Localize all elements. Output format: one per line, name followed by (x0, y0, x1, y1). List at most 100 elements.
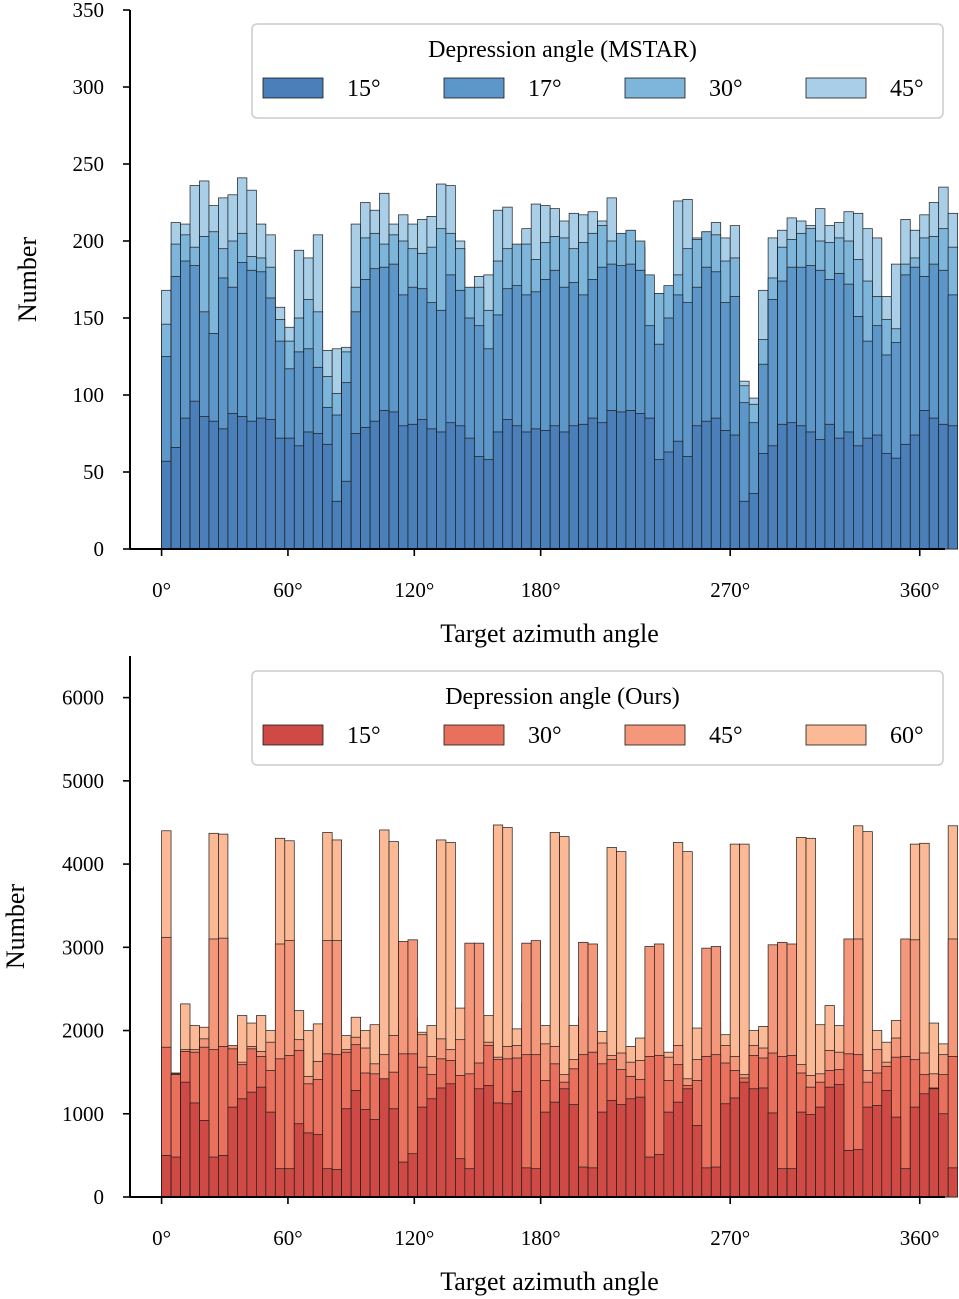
bar (502, 1103, 513, 1198)
bar (739, 1081, 750, 1198)
bar (824, 1086, 835, 1198)
bar (777, 1168, 788, 1198)
bar (540, 1111, 551, 1198)
bar (739, 500, 750, 550)
x-tick-label: 120° (394, 578, 434, 602)
bar (180, 417, 191, 550)
x-tick-label: 360° (900, 578, 940, 602)
bar (388, 1108, 399, 1198)
bar (843, 1150, 854, 1198)
bar (947, 1167, 958, 1198)
bar (341, 480, 352, 550)
bar (587, 1167, 598, 1198)
legend: Depression angle (Ours) 15° 30° 45° 60° (251, 670, 944, 766)
bar (218, 1155, 229, 1198)
bar (246, 420, 257, 550)
bar (284, 437, 295, 550)
legend-swatch (443, 77, 505, 99)
bar (521, 431, 532, 550)
bar (616, 411, 627, 550)
x-tick-label: 270° (710, 578, 750, 602)
legend-frame (251, 670, 944, 766)
bar (199, 1120, 210, 1198)
bar (625, 410, 636, 550)
bar (170, 447, 181, 550)
y-tick-label: 300 (73, 75, 105, 99)
bar (530, 1168, 542, 1198)
bar (909, 1106, 921, 1198)
legend-title: Depression angle (MSTAR) (428, 37, 697, 63)
bar (293, 445, 305, 550)
bar (331, 1169, 343, 1198)
legend-swatch (624, 77, 686, 99)
bar (161, 1155, 172, 1198)
bar (208, 420, 219, 550)
bar (227, 1106, 238, 1198)
bar (597, 422, 608, 550)
bar (331, 500, 343, 550)
legend-swatch (262, 724, 324, 746)
y-tick-label: 4000 (62, 852, 104, 876)
legend-label: 17° (528, 76, 562, 102)
bar (530, 428, 542, 550)
bar (549, 1101, 560, 1198)
bar (199, 416, 210, 550)
bar (568, 1104, 579, 1198)
bar (284, 1168, 295, 1198)
bar (729, 1097, 741, 1198)
bar (871, 1105, 883, 1198)
bar (578, 1166, 589, 1198)
bar (862, 1106, 873, 1198)
bar (587, 417, 598, 550)
series-0 (161, 1078, 958, 1198)
bar (606, 1100, 617, 1198)
y-tick-label: 150 (73, 306, 105, 330)
bar (473, 1088, 485, 1198)
legend-label: 15° (347, 76, 381, 102)
bar (606, 410, 617, 550)
y-tick-label: 0 (94, 537, 105, 561)
bar (853, 445, 864, 550)
bar (464, 1168, 475, 1198)
bar (511, 1090, 523, 1198)
bar (492, 431, 504, 550)
bar (805, 1114, 816, 1198)
x-tick-label: 270° (710, 1226, 750, 1250)
bar (455, 425, 466, 550)
y-tick-label: 3000 (62, 935, 104, 959)
bar (502, 419, 513, 550)
bars (161, 824, 958, 1198)
legend-swatch (805, 77, 867, 99)
bar (862, 437, 873, 550)
bar (417, 1106, 428, 1198)
bar (597, 1111, 608, 1198)
bar (663, 1111, 674, 1198)
bar (919, 410, 930, 550)
bar (559, 1088, 570, 1198)
y-tick-label: 5000 (62, 769, 104, 793)
bar (881, 1090, 892, 1198)
bar (398, 1161, 409, 1198)
bar (663, 451, 674, 550)
x-tick-label: 60° (273, 1226, 302, 1250)
bar (682, 1088, 693, 1198)
bar (227, 413, 238, 550)
legend-frame (251, 23, 944, 119)
bar (616, 1104, 627, 1198)
bar (189, 400, 200, 550)
legend-title: Depression angle (Ours) (445, 684, 680, 710)
y-tick-label: 1000 (62, 1102, 104, 1126)
x-axis-label: Target azimuth angle (440, 1267, 659, 1296)
bar (568, 425, 579, 550)
bar (881, 453, 892, 550)
bar (237, 1098, 248, 1198)
bar (312, 433, 324, 550)
bar (824, 423, 835, 550)
bar (492, 1102, 504, 1198)
bar (635, 1096, 646, 1198)
bar (890, 457, 902, 550)
y-tick-label: 200 (73, 229, 105, 253)
bar (654, 1154, 665, 1198)
bar (938, 1113, 949, 1198)
